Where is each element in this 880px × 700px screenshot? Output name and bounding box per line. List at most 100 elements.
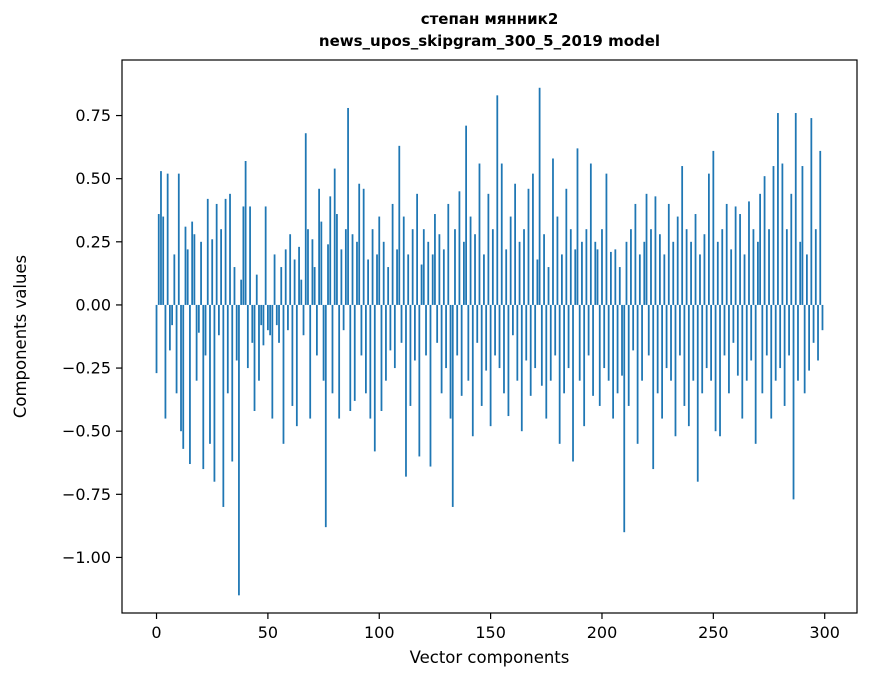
bar	[507, 304, 510, 417]
bar	[794, 113, 797, 305]
bar	[694, 214, 697, 305]
bar	[220, 229, 222, 305]
bar	[402, 216, 405, 305]
bar	[806, 254, 808, 305]
bar	[748, 201, 750, 305]
bar	[636, 304, 639, 444]
bar	[351, 234, 354, 305]
bar	[438, 234, 441, 305]
bar	[242, 206, 245, 305]
bar	[269, 304, 271, 336]
bar	[311, 239, 314, 305]
bar	[503, 304, 505, 394]
bar	[180, 304, 182, 432]
bar	[385, 304, 387, 381]
bar	[300, 279, 303, 305]
bar	[474, 234, 476, 305]
bar	[719, 304, 721, 437]
bar	[480, 304, 483, 406]
bar	[656, 304, 659, 394]
bar	[162, 216, 165, 305]
bar	[389, 304, 392, 351]
bar	[313, 267, 316, 305]
bar	[777, 113, 779, 305]
bar	[157, 214, 160, 305]
bar	[218, 304, 220, 336]
bar	[422, 229, 425, 305]
bar	[757, 241, 759, 305]
bar	[665, 304, 668, 369]
bar	[282, 304, 285, 444]
bar	[779, 304, 782, 369]
bar	[396, 249, 398, 305]
bar	[581, 241, 583, 305]
bar	[378, 216, 381, 305]
bar	[447, 203, 450, 305]
bar	[518, 241, 521, 305]
bar	[759, 193, 761, 305]
bar	[431, 254, 434, 305]
bar	[391, 203, 394, 305]
bar	[275, 304, 278, 326]
bar	[741, 304, 744, 419]
x-tick-label: 200	[587, 623, 618, 642]
bar	[186, 249, 189, 305]
bar	[356, 241, 358, 305]
bar	[710, 304, 712, 381]
bar	[687, 304, 690, 427]
bar	[690, 241, 692, 305]
bar	[329, 196, 332, 305]
bar	[607, 304, 610, 381]
bar	[728, 304, 730, 394]
bar	[661, 304, 663, 419]
bar	[189, 304, 191, 465]
y-tick-label: 0.50	[75, 169, 111, 188]
bar	[645, 193, 648, 305]
bar	[572, 304, 574, 462]
bar	[663, 254, 666, 305]
bar	[155, 304, 158, 374]
bar	[643, 241, 646, 305]
bar	[476, 304, 479, 343]
bar	[260, 304, 263, 326]
bar	[445, 304, 447, 369]
bar	[543, 234, 545, 305]
bar	[434, 214, 436, 305]
bar	[601, 229, 603, 305]
bar	[552, 158, 554, 305]
bar	[592, 304, 594, 396]
bar	[589, 163, 592, 305]
bar	[246, 304, 249, 369]
bar	[429, 304, 432, 467]
bar	[565, 188, 568, 305]
bar	[596, 249, 599, 305]
bar	[788, 304, 790, 356]
x-tick-label: 100	[364, 623, 395, 642]
bar	[478, 163, 481, 305]
bar	[293, 259, 296, 305]
bar	[251, 304, 254, 343]
bar	[634, 203, 637, 305]
bar	[316, 304, 318, 356]
bar	[821, 304, 824, 331]
bar	[440, 304, 443, 394]
y-axis-label: Components values	[11, 255, 30, 418]
bar	[409, 304, 412, 406]
bar	[322, 304, 325, 381]
bar	[278, 304, 280, 343]
bar	[810, 118, 813, 305]
bar	[585, 229, 588, 305]
bar	[398, 145, 401, 305]
bar	[449, 304, 452, 419]
bar	[563, 304, 565, 394]
bar	[812, 304, 815, 343]
bar	[382, 241, 385, 305]
bar	[407, 254, 410, 305]
bar	[616, 304, 619, 394]
bar	[638, 254, 641, 305]
bar	[400, 304, 403, 343]
bar	[344, 229, 347, 305]
bar	[781, 163, 784, 305]
bar	[182, 304, 185, 449]
bar	[380, 304, 383, 411]
